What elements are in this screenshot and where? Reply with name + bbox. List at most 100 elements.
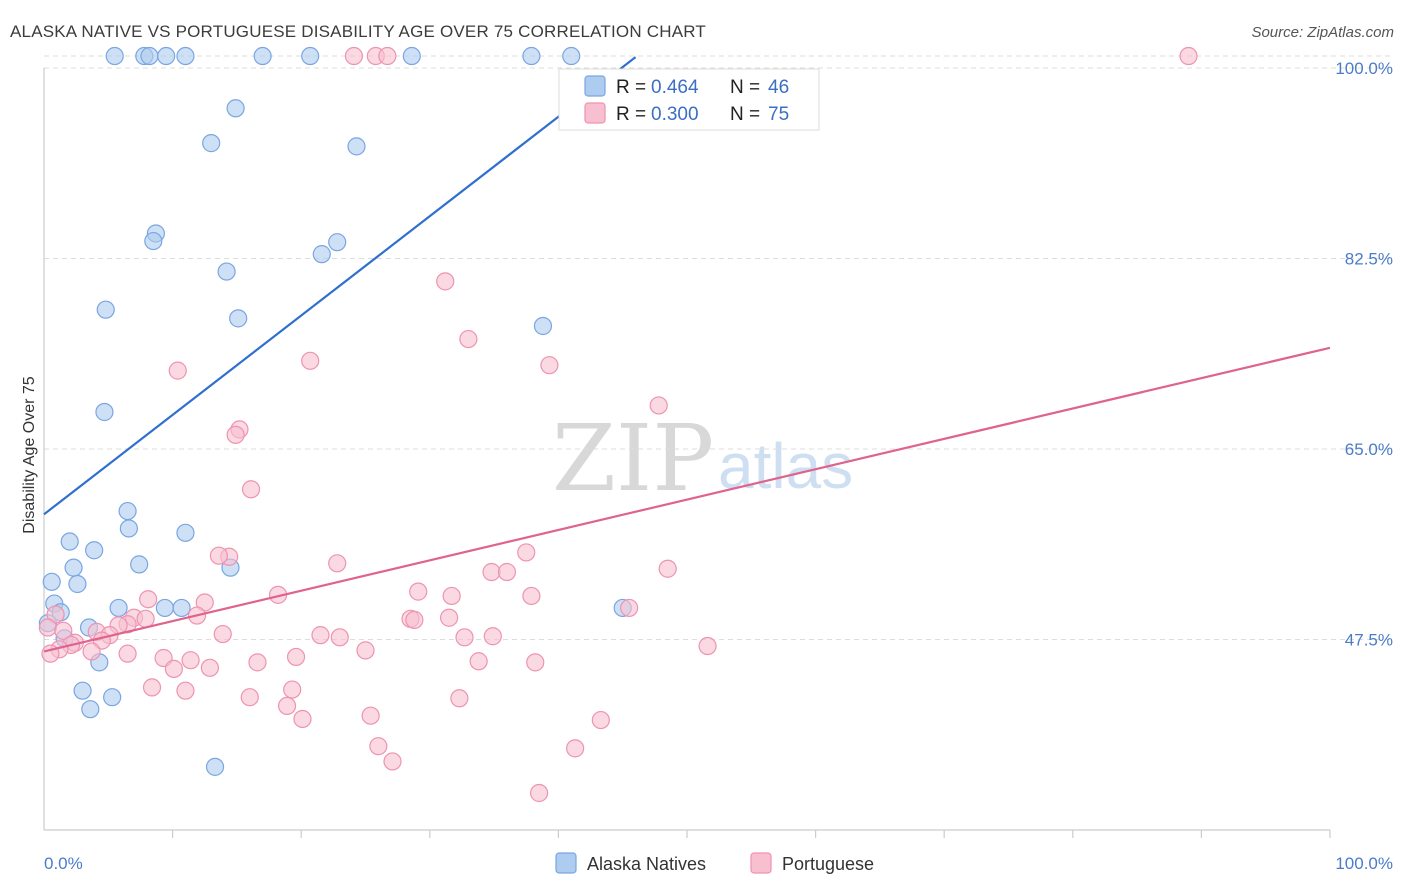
portuguese-point xyxy=(136,609,155,628)
portuguese-point xyxy=(142,678,162,697)
portuguese-point xyxy=(248,653,267,672)
portuguese-point xyxy=(383,752,402,771)
portuguese-point xyxy=(566,739,585,758)
portuguese-point xyxy=(226,425,245,444)
alaska-natives-point xyxy=(176,523,195,542)
alaska-natives-point xyxy=(229,309,248,328)
portuguese-point xyxy=(311,626,330,645)
y-tick-label: 100.0% xyxy=(1335,59,1393,78)
correlation-legend: R = 0.464 N = 46 R = 0.300 N = 75 xyxy=(558,68,820,131)
trendline-portuguese xyxy=(43,346,1331,653)
portuguese-point xyxy=(1179,46,1198,66)
trendlines xyxy=(43,56,1331,653)
alaska-natives-point xyxy=(402,46,421,66)
y-axis-label: Disability Age Over 75 xyxy=(21,376,38,534)
portuguese-point xyxy=(526,653,545,672)
legend-swatch-portuguese xyxy=(584,102,606,124)
alaska-natives-point xyxy=(130,555,149,574)
portuguese-point xyxy=(497,562,517,582)
alaska-natives-point xyxy=(312,245,331,264)
alaska-natives-point xyxy=(68,574,87,594)
portuguese-point xyxy=(482,562,501,582)
alaska-natives-point xyxy=(157,46,176,66)
legend-r-value: 0.300 xyxy=(651,104,699,125)
portuguese-point xyxy=(439,608,459,627)
portuguese-point xyxy=(620,598,639,618)
source-label: Source: ZipAtlas.com xyxy=(1251,24,1394,41)
x-tick-label-min: 0.0% xyxy=(44,854,83,873)
alaska-natives-point xyxy=(562,46,581,66)
legend-r-label: R = xyxy=(616,104,646,125)
y-tick-label: 65.0% xyxy=(1345,440,1393,459)
portuguese-point xyxy=(405,610,424,630)
portuguese-point xyxy=(517,543,536,562)
portuguese-point xyxy=(442,586,461,606)
portuguese-point xyxy=(455,628,474,647)
watermark-zip: ZIP xyxy=(552,405,714,512)
alaska-natives-point xyxy=(226,99,245,118)
portuguese-point xyxy=(54,621,73,640)
alaska-natives-point xyxy=(109,598,128,618)
alaska-natives-point xyxy=(85,541,104,560)
portuguese-point xyxy=(436,272,455,291)
portuguese-point xyxy=(139,590,158,609)
portuguese-point xyxy=(409,582,428,601)
portuguese-point xyxy=(459,329,478,349)
portuguese-point xyxy=(530,783,549,803)
portuguese-point xyxy=(378,46,397,66)
bottom-legend-swatch-portuguese xyxy=(750,852,772,874)
alaska-natives-point xyxy=(176,46,195,66)
portuguese-point xyxy=(369,737,388,756)
legend-r-label: R = xyxy=(616,77,646,98)
alaska-natives-point xyxy=(253,46,272,66)
portuguese-point xyxy=(181,651,200,670)
portuguese-point xyxy=(209,546,228,565)
portuguese-point xyxy=(241,480,261,499)
y-tick-label: 82.5% xyxy=(1345,250,1393,269)
bottom-legend-label-alaska-natives: Alaska Natives xyxy=(587,854,706,874)
portuguese-point xyxy=(540,356,559,375)
portuguese-point xyxy=(293,709,312,729)
portuguese-point xyxy=(168,361,187,380)
trendline-alaska-natives xyxy=(43,56,637,516)
portuguese-point xyxy=(698,636,717,656)
alaska-natives-point xyxy=(73,681,92,700)
portuguese-point xyxy=(361,706,380,725)
portuguese-point xyxy=(277,696,297,716)
portuguese-point xyxy=(356,641,375,660)
alaska-natives-point xyxy=(522,46,541,66)
alaska-natives-point xyxy=(328,233,347,252)
alaska-natives-point xyxy=(81,700,100,719)
alaska-natives-point xyxy=(155,598,174,618)
portuguese-point xyxy=(450,689,469,708)
portuguese-point xyxy=(200,658,219,677)
portuguese-point xyxy=(591,710,610,730)
portuguese-point xyxy=(164,659,183,678)
legend-n-value: 46 xyxy=(768,77,789,98)
portuguese-point xyxy=(522,586,541,606)
alaska-natives-point xyxy=(144,231,163,251)
portuguese-point xyxy=(283,680,302,699)
alaska-natives-point xyxy=(347,137,366,156)
alaska-natives-point xyxy=(301,46,320,66)
chart-title: ALASKA NATIVE VS PORTUGUESE DISABILITY A… xyxy=(10,22,707,41)
alaska-natives-point xyxy=(205,757,225,776)
y-tick-labels: 47.5% 65.0% 82.5% 100.0% xyxy=(1335,59,1393,650)
alaska-natives-point xyxy=(533,316,553,336)
bottom-legend-swatch-alaska-natives xyxy=(555,852,577,874)
alaska-natives-point xyxy=(105,46,124,66)
alaska-natives-point xyxy=(103,688,122,707)
legend-n-label: N = xyxy=(730,104,760,125)
alaska-natives-point xyxy=(172,598,191,618)
bottom-legend-label-portuguese: Portuguese xyxy=(782,854,874,874)
alaska-natives-point xyxy=(42,572,61,591)
portuguese-point xyxy=(469,652,488,671)
legend-swatch-alaska-natives xyxy=(584,75,606,97)
portuguese-point xyxy=(301,351,320,370)
gridlines xyxy=(44,55,1393,640)
alaska-natives-point xyxy=(140,46,159,66)
series-legend: Alaska Natives Portuguese xyxy=(555,852,874,874)
alaska-natives-point xyxy=(60,532,79,551)
portuguese-point xyxy=(330,628,349,647)
